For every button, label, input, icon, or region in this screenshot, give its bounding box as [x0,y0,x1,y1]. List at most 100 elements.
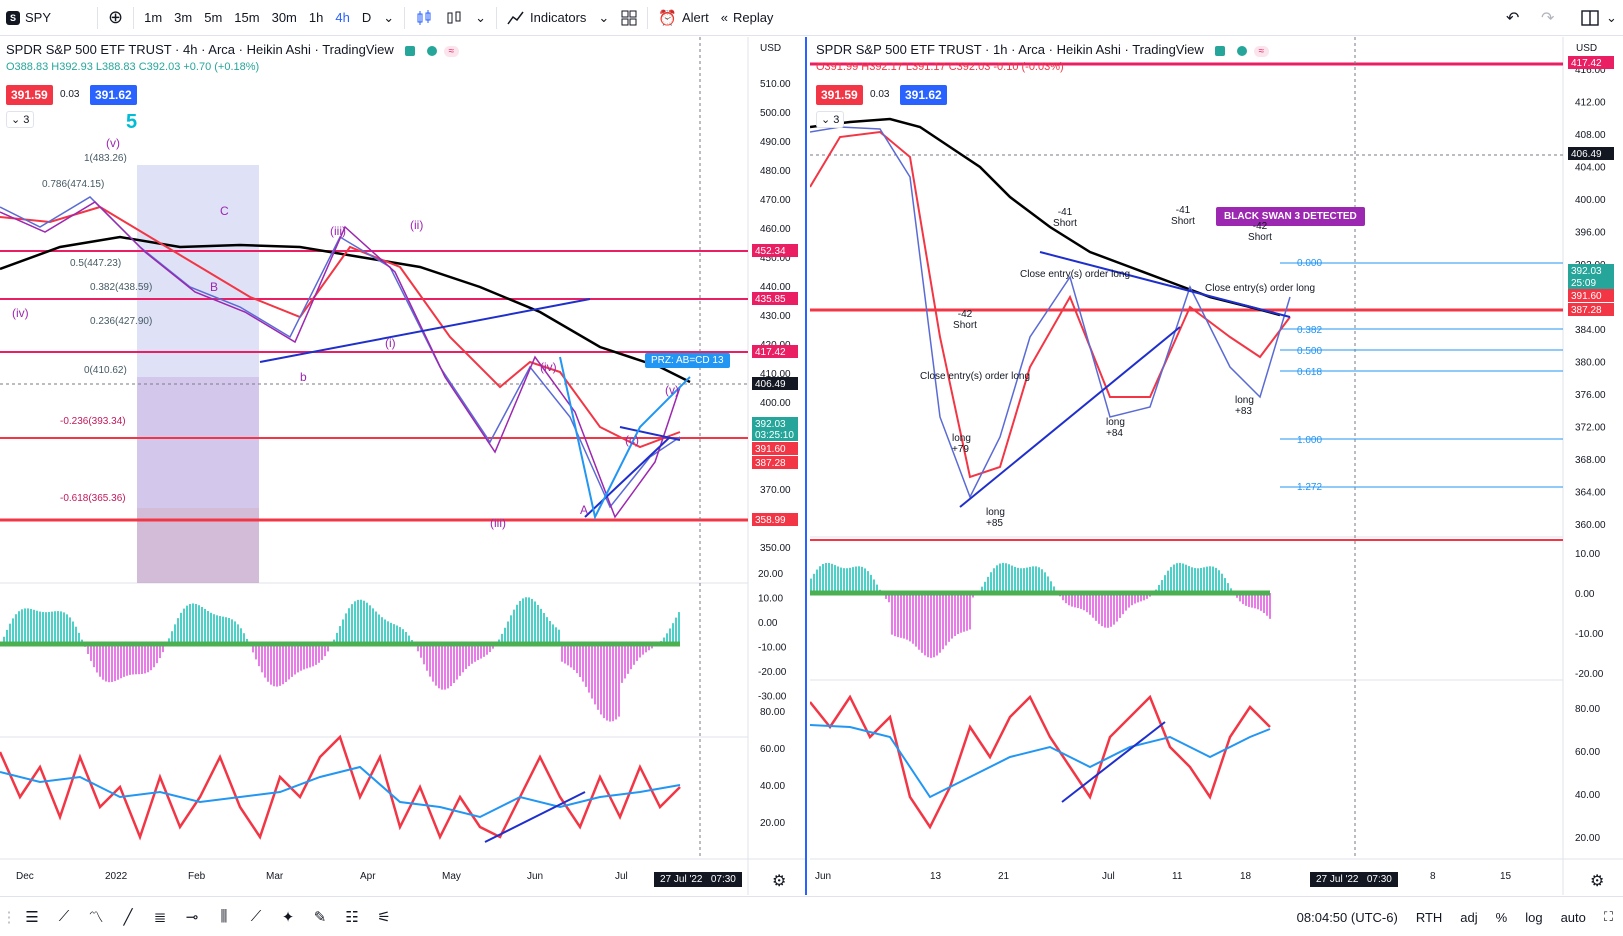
trend-line-lower [584,436,671,518]
bar-style-button[interactable] [409,0,439,36]
interval-5m[interactable]: 5m [198,0,228,36]
fullscreen-button[interactable]: ⛶ [1604,909,1613,925]
histogram-bar [948,593,950,642]
line-tool-button[interactable]: ╱ [114,904,142,930]
chart-pane-right[interactable]: 416.00 412.00 408.00 404.00 400.00 396.00 392.… [810,37,1623,895]
histogram-bar [1077,593,1079,609]
price-axis-left[interactable]: 510.00 500.00 490.00 480.00 470.00 460.00 450.… [760,79,791,554]
price-tick-label: 460.00 [760,224,791,235]
log-toggle[interactable]: log [1525,909,1543,925]
chart-settings-button[interactable]: ⚙ [1590,871,1604,891]
sell-price-box[interactable]: 391.59 [6,85,53,105]
histogram-bar [258,644,260,667]
price-tick-label: 384.00 [1575,325,1606,336]
annotation-long-1: long +79 [952,433,971,455]
buy-price-box[interactable]: 391.62 [90,85,137,105]
histogram-bar [78,632,80,644]
fib-tool-button[interactable]: ≣ [146,904,174,930]
position-tool-button[interactable]: ⫼ [210,904,238,930]
chart-legend-left[interactable]: SPDR S&P 500 ETF TRUST · 4h · Arca · Hei… [6,42,460,57]
templates-button[interactable] [615,0,643,36]
interval-3m[interactable]: 3m [168,0,198,36]
compare-add-button[interactable]: ⊕ [102,0,129,36]
clock-label[interactable]: 08:04:50 (UTC-6) [1296,909,1398,925]
histogram-bar [57,611,59,644]
ray-tool-button[interactable]: ⟋ [242,904,270,930]
time-axis-left[interactable]: Dec 2022 Feb Mar Apr May Jun Jul [16,871,628,882]
interval-dropdown[interactable]: ⌄ [377,0,400,36]
sell-price-box[interactable]: 391.59 [816,85,863,105]
interval-d[interactable]: D [356,0,377,36]
annotation-long-4: long +83 [1235,395,1254,417]
indicators-collapse-button[interactable]: ⌄ 3 [6,111,35,128]
object-tree-button[interactable]: ☷ [338,904,366,930]
interval-1m[interactable]: 1m [138,0,168,36]
histogram-bar [828,563,830,593]
histogram-bar [816,569,818,593]
currency-label[interactable]: USD [1576,43,1598,54]
auto-toggle[interactable]: auto [1560,909,1586,925]
histogram-bar [1263,593,1265,613]
histogram-bar [1089,593,1091,615]
drag-handle-icon[interactable]: ⋮ [1,908,17,926]
cursor-tool-button[interactable]: ☰ [18,904,46,930]
interval-4h[interactable]: 4h [329,0,355,36]
grid-icon [621,10,637,25]
settings-list-button[interactable]: ⚟ [370,904,398,930]
trend-line-short [619,426,681,441]
histogram-bar [456,644,458,680]
brush-tool-button[interactable]: ✎ [306,904,334,930]
histogram-bar [1212,566,1214,593]
histogram-bar [834,565,836,593]
histogram-bar [372,608,374,644]
more-button[interactable]: ⌄ [1600,0,1623,36]
trend-tool-button[interactable]: ⟋ [50,904,78,930]
time-axis-right[interactable]: Jun 13 21 Jul 11 18 8 15 [815,871,1512,882]
time-tick-label: 2022 [105,871,128,882]
redo-button[interactable]: ↷ [1535,0,1560,36]
chart-canvas-left[interactable]: 510.00500.00490.00480.00470.00460.00450.… [0,37,807,895]
histogram-bar [138,644,140,675]
percent-toggle[interactable]: % [1495,909,1508,925]
symbol-search[interactable]: S SPY [0,0,57,36]
currency-label[interactable]: USD [760,43,782,54]
interval-30m[interactable]: 30m [266,0,303,36]
histogram-bar [303,644,305,670]
indicators-button[interactable]: Indicators [501,0,592,36]
histogram-bar [318,644,320,663]
alert-button[interactable]: ⏰ Alert [652,0,714,36]
histogram-bar [1158,584,1160,593]
adj-toggle[interactable]: adj [1460,909,1478,925]
indicators-dropdown[interactable]: ⌄ [592,0,615,36]
layout-button[interactable] [1575,0,1605,36]
chevron-down-icon: ⌄ [383,9,395,25]
brush-icon: ✎ [313,908,327,926]
spread-value: 0.03 [870,89,890,100]
chart-type-dropdown[interactable]: ⌄ [469,0,492,36]
interval-1h[interactable]: 1h [303,0,329,36]
histogram-bar [993,568,995,593]
undo-button[interactable]: ↶ [1500,0,1525,36]
chart-settings-button[interactable]: ⚙ [772,871,786,891]
chart-type-button[interactable] [439,0,469,36]
interval-15m[interactable]: 15m [228,0,265,36]
abcd-pattern [559,356,691,520]
moving-average-black [0,235,691,384]
histogram-bar [381,617,383,644]
histogram-bar [399,627,401,644]
plus-circle-icon: ⊕ [108,7,124,27]
buy-price-box[interactable]: 391.62 [900,85,947,105]
chart-canvas-right[interactable]: 416.00 412.00 408.00 404.00 400.00 396.00 392.… [810,37,1623,895]
rsi-axis-right: 80.00 60.00 40.00 20.00 [1575,704,1600,844]
chevron-down-icon: ⌄ [11,114,21,126]
elliott-tool-button[interactable]: 〽 [82,904,110,930]
session-toggle[interactable]: RTH [1415,909,1443,925]
replay-button[interactable]: « Replay [715,0,780,36]
oscillator-tick-label: -20.00 [1575,669,1604,680]
chart-pane-left[interactable]: 510.00 500.00 490.00 480.00 470.00 460.00 450.… [0,37,807,895]
horizontal-line-button[interactable]: ⊸ [178,904,206,930]
rsi-tick-label: 80.00 [760,707,785,718]
indicators-collapse-button[interactable]: ⌄ 3 [816,111,845,128]
chart-legend-right[interactable]: SPDR S&P 500 ETF TRUST · 1h · Arca · Hei… [816,42,1270,57]
pattern-tool-button[interactable]: ✦ [274,904,302,930]
